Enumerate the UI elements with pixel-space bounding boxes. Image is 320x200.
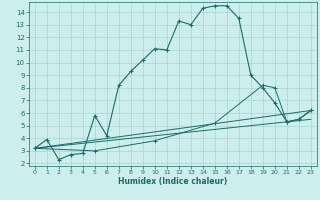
X-axis label: Humidex (Indice chaleur): Humidex (Indice chaleur) xyxy=(118,177,228,186)
